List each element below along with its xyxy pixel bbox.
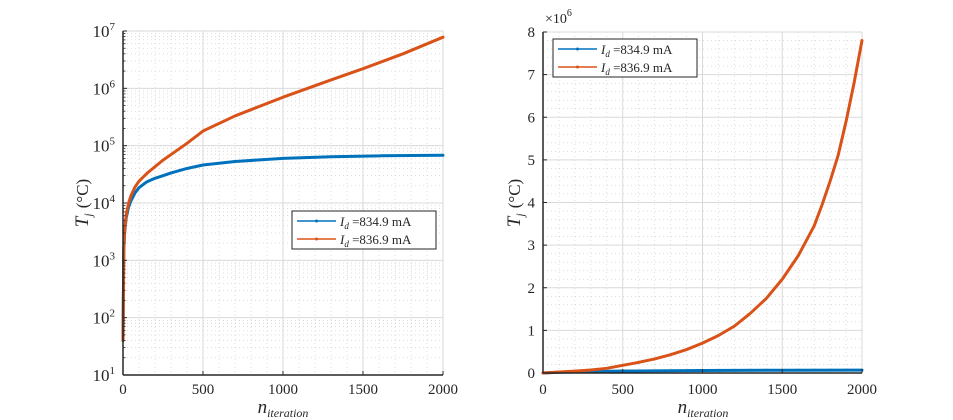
y-tick-label: 107 [93, 21, 116, 41]
y-tick-exponent: 2 [110, 308, 116, 320]
x-tick-label: 1500 [767, 382, 797, 398]
legend-label-series-2: Id =836.9 mA [339, 232, 412, 249]
x-axis-label: niteration [678, 397, 729, 420]
legend-marker-series-2 [576, 65, 579, 69]
y-tick-exponent: 7 [110, 21, 116, 33]
y-tick-label: 6 [528, 110, 536, 126]
major-grid [543, 31, 863, 373]
y-tick-labels: 0 1 2 3 4 5 6 7 8 [528, 25, 536, 382]
x-tick-label: 500 [192, 382, 215, 398]
right-chart-linear-scale: 0 500 1000 1500 2000 0 1 2 3 4 5 6 7 8 ×106 niterati… [504, 8, 877, 420]
y-tick-exponent: 1 [110, 365, 116, 377]
major-grid [123, 30, 444, 375]
legend: Id =834.9 mA Id =836.9 mA [291, 210, 437, 250]
x-tick-labels: 0 500 1000 1500 2000 [539, 382, 877, 398]
y-axis-label: Tj(°C) [504, 179, 527, 227]
y-tick-label: 3 [528, 238, 536, 254]
series-lines [121, 35, 445, 342]
y-axis-label: Tj(°C) [72, 179, 95, 227]
minor-grid [543, 32, 862, 373]
legend: Id =834.9 mA Id =836.9 mA [552, 38, 698, 78]
y-tick-exponent: 5 [110, 136, 116, 148]
y-tick-exponent: 3 [110, 250, 116, 262]
legend-label-series-2: Id =836.9 mA [600, 60, 673, 77]
legend-label-series-1: Id =834.9 mA [600, 42, 673, 59]
y-tick-base: 10 [93, 366, 110, 385]
y-tick-base: 10 [93, 79, 110, 98]
series-line-2 [541, 39, 864, 375]
series-line-2 [121, 35, 445, 342]
axes [542, 31, 863, 374]
x-axis-label: niteration [258, 397, 309, 420]
y-tick-base: 10 [93, 137, 110, 156]
x-tick-label: 0 [539, 382, 547, 398]
y-tick-base: 10 [93, 22, 110, 41]
y-tick-label: 103 [93, 250, 116, 270]
legend-box [291, 210, 437, 250]
y-multiplier-label: ×106 [545, 8, 572, 27]
axes [122, 30, 444, 376]
y-tick-label: 8 [528, 25, 536, 41]
y-tick-base: 10 [93, 194, 110, 213]
y-tick-label: 104 [93, 193, 116, 213]
y-tick-label: 4 [528, 196, 536, 212]
x-tick-label: 500 [612, 382, 635, 398]
y-tick-exponent: 4 [110, 193, 116, 205]
x-tick-label: 1000 [268, 382, 298, 398]
legend-marker-series-2 [315, 237, 318, 241]
x-tick-label: 1500 [348, 382, 378, 398]
y-tick-base: 10 [93, 251, 110, 270]
legend-label-series-1: Id =834.9 mA [339, 214, 412, 231]
x-tick-label: 1000 [688, 382, 718, 398]
x-tick-label: 0 [119, 382, 127, 398]
y-tick-label: 101 [93, 365, 116, 385]
legend-marker-series-1 [576, 47, 579, 51]
y-tick-label: 102 [93, 308, 116, 328]
y-tick-exponent: 6 [110, 78, 116, 90]
y-tick-label: 5 [528, 153, 536, 169]
y-tick-label: 7 [528, 68, 536, 84]
legend-box [552, 38, 698, 78]
x-tick-labels: 0 500 1000 1500 2000 [119, 382, 458, 398]
y-tick-label: 106 [93, 78, 116, 98]
y-tick-base: 10 [93, 309, 110, 328]
legend-marker-series-1 [315, 219, 318, 223]
x-tick-label: 2000 [847, 382, 877, 398]
y-tick-label: 2 [528, 281, 536, 297]
y-tick-label: 1 [528, 323, 536, 339]
y-tick-label: 0 [528, 366, 536, 382]
y-tick-label: 105 [93, 136, 116, 156]
x-tick-label: 2000 [428, 382, 458, 398]
